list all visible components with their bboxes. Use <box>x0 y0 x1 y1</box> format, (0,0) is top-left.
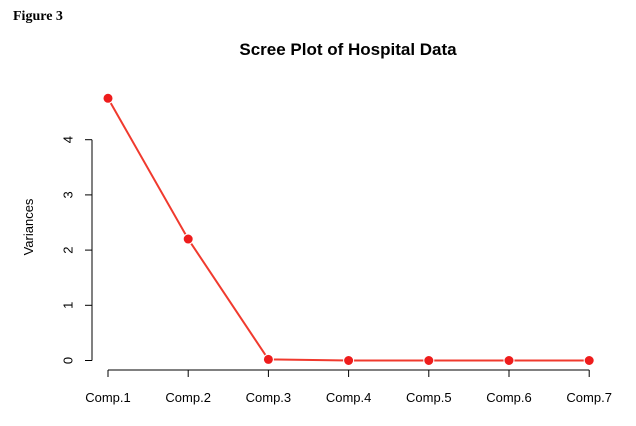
data-point <box>343 355 355 366</box>
y-tick-label: 1 <box>61 302 76 309</box>
y-axis: 0 1 2 3 4 <box>61 136 93 364</box>
y-tick-label: 4 <box>61 136 76 143</box>
x-tick-label: Comp.4 <box>326 390 372 405</box>
data-point <box>503 355 515 366</box>
y-tick-label: 2 <box>61 246 76 253</box>
data-point <box>182 233 194 245</box>
series-variances <box>102 92 595 366</box>
x-tick-label: Comp.6 <box>486 390 532 405</box>
x-axis: Comp.1 Comp.2 Comp.3 Comp.4 Comp.5 Comp.6 Comp… <box>85 369 612 405</box>
data-point <box>102 92 114 104</box>
y-axis-label: Variances <box>21 198 36 255</box>
x-tick-label: Comp.7 <box>566 390 612 405</box>
chart-title: Scree Plot of Hospital Data <box>239 40 457 59</box>
data-point <box>262 353 274 365</box>
y-tick-label: 0 <box>61 357 76 364</box>
data-point <box>423 355 435 366</box>
series-line <box>107 97 590 362</box>
x-tick-label: Comp.5 <box>406 390 452 405</box>
x-tick-label: Comp.2 <box>165 390 211 405</box>
y-tick-label: 3 <box>61 191 76 198</box>
figure-label: Figure 3 <box>13 9 63 24</box>
data-point <box>583 355 595 366</box>
x-tick-label: Comp.1 <box>85 390 131 405</box>
x-tick-label: Comp.3 <box>246 390 292 405</box>
